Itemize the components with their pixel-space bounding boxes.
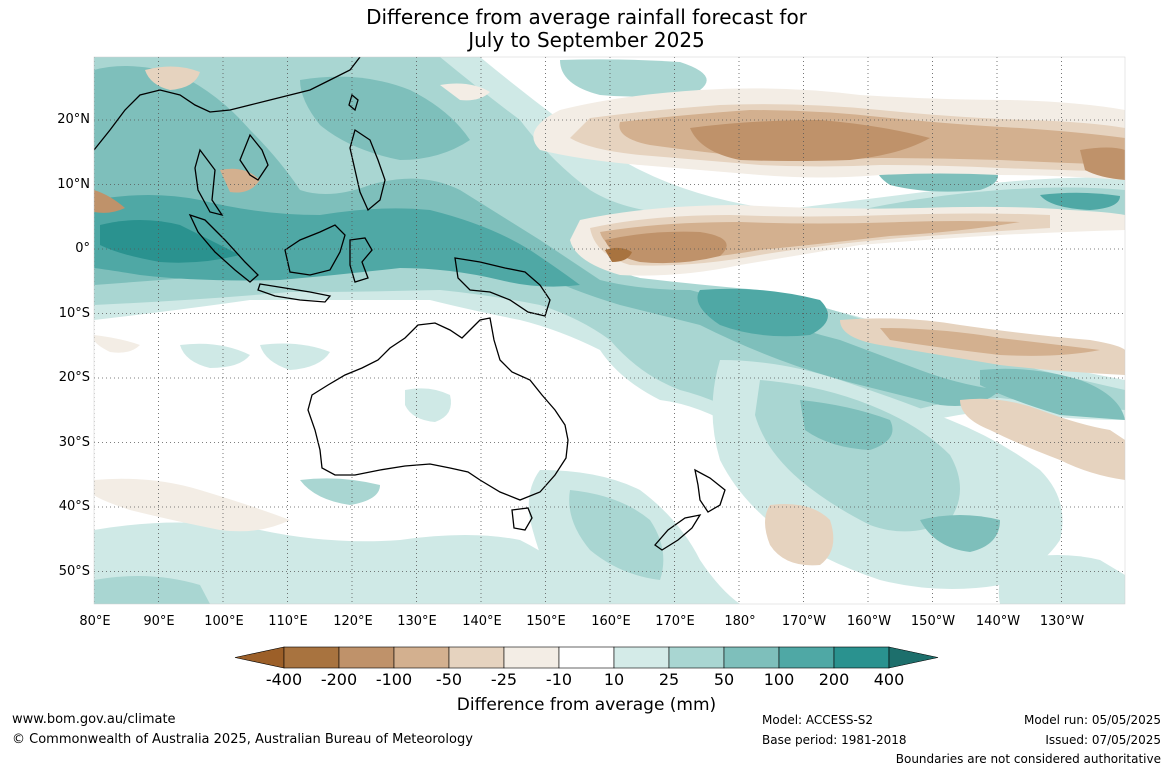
sumatra-outline xyxy=(188,213,259,283)
colorbar-extend-high xyxy=(888,646,939,669)
colorbar-swatch xyxy=(503,646,560,669)
lon-label-130e: 130°E xyxy=(397,614,437,629)
philippines-outline xyxy=(349,128,386,212)
map-field xyxy=(94,57,1125,604)
lon-label-110e: 110°E xyxy=(268,614,308,629)
lon-label-130w: 130°W xyxy=(1039,614,1085,629)
map-title-line-2: July to September 2025 xyxy=(468,28,705,52)
footer-copyright: © Commonwealth of Australia 2025, Austra… xyxy=(12,732,473,747)
colorbar-tick: -400 xyxy=(265,670,303,689)
new-zealand-south-outline xyxy=(654,514,702,551)
colorbar-tick: 50 xyxy=(713,670,735,689)
colorbar-tick: -200 xyxy=(320,670,358,689)
colorbar-swatch xyxy=(338,646,395,669)
footer-disclaimer: Boundaries are not considered authoritat… xyxy=(895,752,1161,766)
lat-label-20s: 20°S xyxy=(58,370,90,385)
dry-anomaly-regions xyxy=(94,66,1125,566)
lon-label-90e: 90°E xyxy=(143,614,175,629)
colorbar-tick: 400 xyxy=(873,670,905,689)
lon-label-180: 180° xyxy=(724,614,756,629)
lon-label-170e: 170°E xyxy=(655,614,695,629)
colorbar-swatch xyxy=(668,646,725,669)
colorbar-tick: 25 xyxy=(658,670,680,689)
colorbar-tick: -100 xyxy=(375,670,413,689)
colorbar-label: Difference from average (mm) xyxy=(456,695,717,715)
footer-base-period: Base period: 1981-2018 xyxy=(762,733,907,747)
sulawesi-outline xyxy=(349,237,373,283)
colorbar xyxy=(234,646,939,669)
colorbar-swatch xyxy=(558,646,615,669)
lat-label-10n: 10°N xyxy=(57,177,90,192)
lon-label-140e: 140°E xyxy=(462,614,502,629)
lon-label-160w: 160°W xyxy=(846,614,892,629)
lat-label-0: 0° xyxy=(75,241,90,256)
colorbar-swatch xyxy=(833,646,890,669)
lon-label-150w: 150°W xyxy=(910,614,956,629)
footer-issued: Issued: 07/05/2025 xyxy=(1045,733,1161,747)
colorbar-swatch xyxy=(393,646,450,669)
lon-label-80e: 80°E xyxy=(79,614,111,629)
footer-model: Model: ACCESS-S2 xyxy=(762,713,874,727)
borneo-outline xyxy=(284,224,346,276)
lon-label-140w: 140°W xyxy=(975,614,1021,629)
tasmania-outline xyxy=(511,507,533,531)
map-frame xyxy=(93,56,1126,605)
australia-outline xyxy=(307,317,569,501)
lat-label-30s: 30°S xyxy=(58,435,90,450)
colorbar-tick: -10 xyxy=(545,670,573,689)
colorbar-swatch xyxy=(448,646,505,669)
coastlines xyxy=(94,57,726,551)
colorbar-tick: 10 xyxy=(603,670,625,689)
colorbar-swatch xyxy=(778,646,835,669)
footer-url: www.bom.gov.au/climate xyxy=(12,712,176,727)
java-outline xyxy=(257,283,332,303)
taiwan-outline xyxy=(348,93,359,112)
map-title-line-1: Difference from average rainfall forecas… xyxy=(366,5,807,29)
lat-label-40s: 40°S xyxy=(58,499,90,514)
lon-label-120e: 120°E xyxy=(333,614,373,629)
lon-label-160e: 160°E xyxy=(591,614,631,629)
colorbar-extend-low xyxy=(234,646,285,669)
colorbar-tick: -25 xyxy=(490,670,518,689)
colorbar-swatch xyxy=(283,646,340,669)
lat-label-50s: 50°S xyxy=(58,564,90,579)
mainland-asia-outline xyxy=(94,57,361,217)
colorbar-swatch xyxy=(613,646,670,669)
new-zealand-north-outline xyxy=(694,468,726,513)
lon-label-170w: 170°W xyxy=(781,614,827,629)
lat-label-10s: 10°S xyxy=(58,306,90,321)
colorbar-tick: 200 xyxy=(818,670,850,689)
new-guinea-outline xyxy=(454,257,551,317)
colorbar-tick: -50 xyxy=(435,670,463,689)
lon-label-150e: 150°E xyxy=(526,614,566,629)
lat-label-20n: 20°N xyxy=(57,112,90,127)
colorbar-tick: 100 xyxy=(763,670,795,689)
lon-label-100e: 100°E xyxy=(204,614,244,629)
footer-model-run: Model run: 05/05/2025 xyxy=(1023,713,1161,727)
colorbar-swatch xyxy=(723,646,780,669)
